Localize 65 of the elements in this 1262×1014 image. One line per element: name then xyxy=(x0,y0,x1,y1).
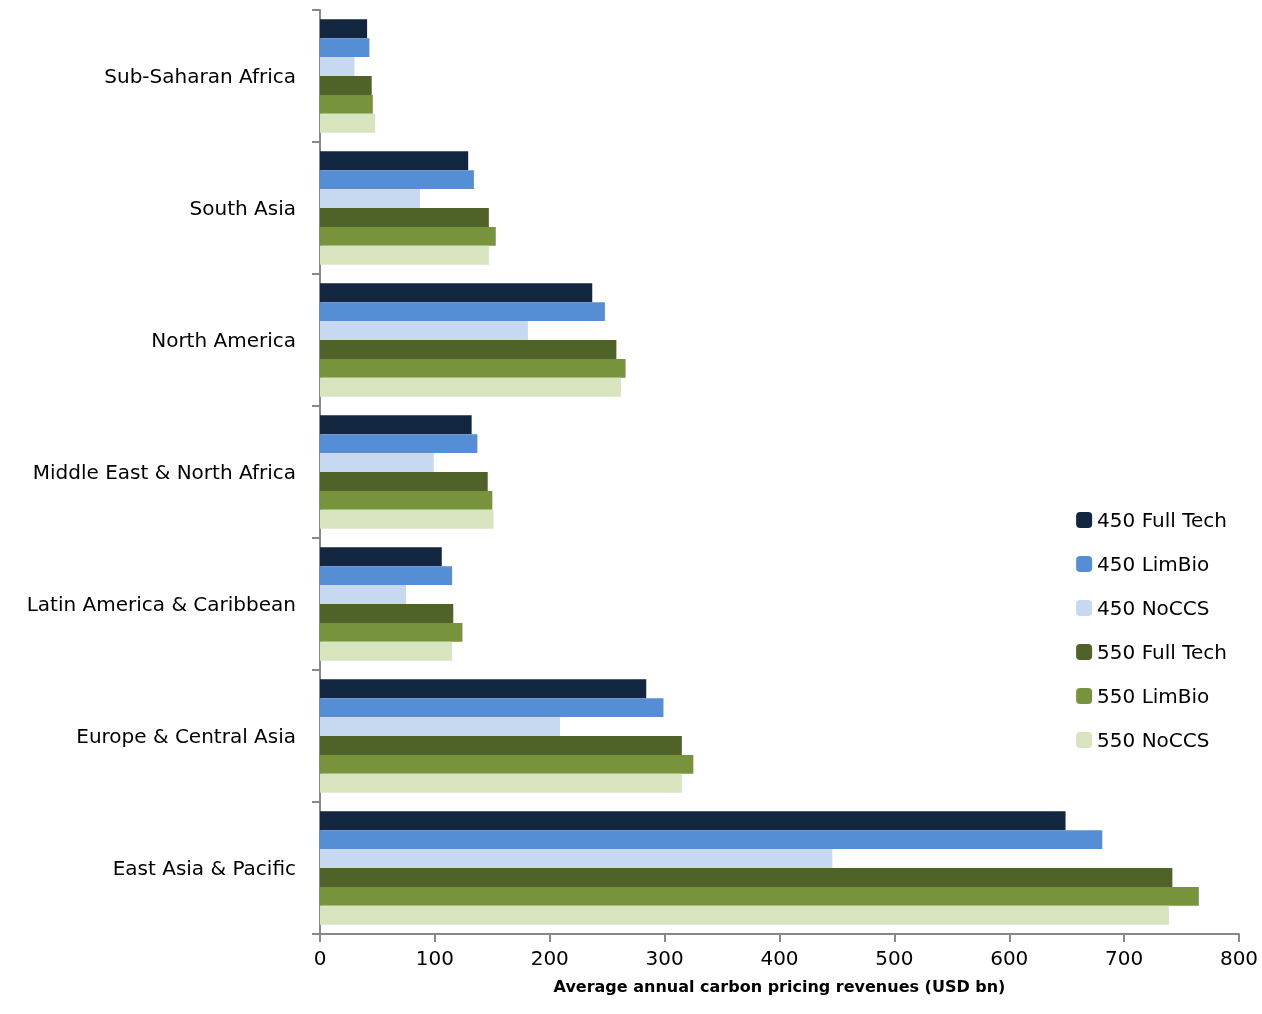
bar xyxy=(320,641,453,661)
y-tick-label: North America xyxy=(151,328,296,352)
bar xyxy=(320,283,593,303)
bar xyxy=(320,340,617,359)
bar xyxy=(320,509,494,529)
bar xyxy=(320,94,373,114)
bar xyxy=(320,113,376,133)
bar xyxy=(320,886,1199,906)
y-tick-label: Europe & Central Asia xyxy=(76,724,296,748)
bar xyxy=(320,19,368,39)
bar xyxy=(320,189,420,208)
x-tick-label: 500 xyxy=(875,946,914,970)
bar xyxy=(320,76,372,95)
bar xyxy=(320,773,682,793)
legend-label: 550 Full Tech xyxy=(1097,640,1228,664)
bar xyxy=(320,415,472,435)
bar xyxy=(320,358,626,378)
bar xyxy=(320,622,463,642)
bar xyxy=(320,245,489,265)
bar xyxy=(320,453,434,472)
y-tick-label: Middle East & North Africa xyxy=(32,460,296,484)
bar xyxy=(320,302,605,322)
y-tick-label: East Asia & Pacific xyxy=(112,856,296,880)
bar xyxy=(320,830,1103,850)
x-tick-label: 600 xyxy=(990,946,1029,970)
x-tick-label: 300 xyxy=(645,946,684,970)
bar xyxy=(320,151,469,171)
y-tick-label: Sub-Saharan Africa xyxy=(104,64,296,88)
x-tick-label: 100 xyxy=(415,946,454,970)
bar xyxy=(320,679,647,699)
legend-label: 450 NoCCS xyxy=(1097,596,1210,620)
legend-label: 450 Full Tech xyxy=(1097,508,1228,532)
bar xyxy=(320,849,833,868)
bar xyxy=(320,811,1066,831)
bar xyxy=(320,698,664,718)
x-tick-label: 700 xyxy=(1105,946,1144,970)
x-tick-label: 0 xyxy=(313,946,327,970)
y-tick-label: South Asia xyxy=(189,196,296,220)
bar xyxy=(320,490,493,510)
bar xyxy=(320,547,442,567)
bar xyxy=(320,208,489,227)
x-tick-label: 400 xyxy=(760,946,799,970)
bar xyxy=(320,585,407,604)
bar xyxy=(320,736,682,755)
bar xyxy=(320,717,561,736)
bar xyxy=(320,754,694,774)
bar xyxy=(320,38,370,58)
bar xyxy=(320,434,478,454)
bar xyxy=(320,377,621,397)
bar xyxy=(320,226,496,246)
legend-label: 550 LimBio xyxy=(1097,684,1210,708)
bar xyxy=(320,868,1173,887)
bar xyxy=(320,170,474,190)
y-tick-label: Latin America & Caribbean xyxy=(26,592,296,616)
legend-label: 450 LimBio xyxy=(1097,552,1210,576)
bar xyxy=(320,566,453,586)
x-tick-label: 200 xyxy=(530,946,569,970)
bar xyxy=(320,472,488,491)
bar xyxy=(320,321,528,340)
bar xyxy=(320,905,1169,925)
x-axis-title: Average annual carbon pricing revenues (USD bn) xyxy=(553,976,1006,996)
bar xyxy=(320,604,454,623)
x-tick-label: 800 xyxy=(1219,946,1259,970)
bar xyxy=(320,57,355,76)
legend-label: 550 NoCCS xyxy=(1097,728,1210,752)
